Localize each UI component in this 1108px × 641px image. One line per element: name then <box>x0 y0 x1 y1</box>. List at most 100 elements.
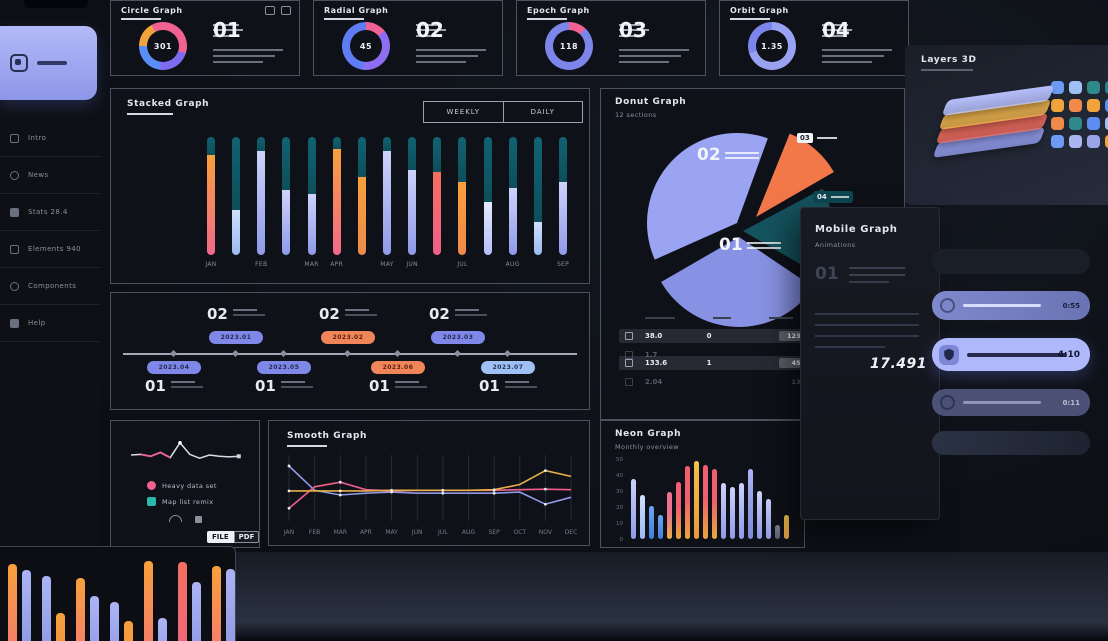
kpi-card-4: Orbit Graph 1.35 04 <box>719 0 909 76</box>
histogram-bar <box>712 469 717 539</box>
bar-top-segment <box>508 137 517 188</box>
stacked-bar <box>458 137 467 255</box>
color-dot <box>1105 135 1108 148</box>
action-row-5[interactable] <box>932 431 1090 455</box>
table-header-lines <box>645 317 805 319</box>
action-row-4[interactable]: 0:11 <box>932 389 1090 416</box>
row-text-line <box>963 304 1041 307</box>
range-toggle: WEEKLY DAILY <box>423 101 583 123</box>
timeline-axis-marker <box>279 349 288 358</box>
sidebar-item-elements[interactable]: Elements 940 <box>0 231 100 268</box>
timeline-date-pill[interactable]: 2023.03 <box>431 331 485 344</box>
bar-fill-segment <box>559 181 567 255</box>
table-cell-1: 38.0 <box>645 332 663 340</box>
export-badge[interactable]: FILE PDF <box>207 531 260 543</box>
bar-top-segment <box>383 137 391 152</box>
histogram-bar <box>748 469 753 539</box>
row-value: 4:10 <box>1057 349 1080 360</box>
line-chart-panel: Smooth Graph JAN FEB MAR APR MAY JUN JUL AUG SEP… <box>268 420 590 546</box>
paragraph-lines <box>815 304 919 348</box>
kpi-card-2: Radial Graph 45 02 <box>313 0 503 76</box>
table-row[interactable]: 133.6 1 45 <box>619 356 819 370</box>
bar-fill-segment <box>508 187 517 255</box>
sidebar-item-label: Help <box>28 319 46 327</box>
color-dot <box>1087 117 1100 130</box>
legend-item: Heavy data set <box>147 481 217 490</box>
y-axis-tick: 10 <box>616 521 623 527</box>
sidebar-item-stats[interactable]: Stats 28.4 <box>0 194 100 231</box>
bar-fill-segment <box>533 221 542 255</box>
row-progress-bar <box>967 352 1067 357</box>
timeline-date-pill[interactable]: 2023.06 <box>371 361 425 374</box>
bar-top-segment <box>307 137 316 194</box>
timeline-entry-lines <box>344 307 389 316</box>
y-axis-tick: 20 <box>616 505 623 511</box>
card-subtitle: Animations <box>815 241 856 249</box>
pie-label-02: 02 <box>697 145 721 165</box>
sidebar: Intro News Stats 28.4 Elements 940 Component… <box>0 0 100 641</box>
timeline-date-pill[interactable]: 2023.01 <box>209 331 263 344</box>
color-dot <box>1087 135 1100 148</box>
bar-top-segment <box>207 137 215 155</box>
legend-swatch <box>147 481 156 490</box>
kpi-card-1: Circle Graph 301 01 <box>110 0 300 76</box>
color-dot <box>1087 81 1100 94</box>
line-x-label: NOV <box>538 529 552 536</box>
toggle-weekly-button[interactable]: WEEKLY <box>446 108 481 116</box>
panel-subtitle: 12 sections <box>615 111 657 119</box>
bar-x-label: FEB <box>255 261 268 268</box>
camera-icon[interactable] <box>265 6 275 15</box>
sidebar-item-selected[interactable] <box>0 26 97 100</box>
toggle-daily-button[interactable]: DAILY <box>502 102 583 122</box>
bar-top-segment <box>433 137 442 173</box>
table-cell-3: 1233 <box>779 331 813 341</box>
timeline-entry-number: 01 <box>255 377 276 395</box>
legend-swatch <box>147 497 156 506</box>
sidebar-items: Intro News Stats 28.4 Elements 940 Component… <box>0 120 100 342</box>
timeline-date-pill[interactable]: 2023.04 <box>147 361 201 374</box>
sidebar-item-intro[interactable]: Intro <box>0 120 100 157</box>
timeline-date-pill[interactable]: 2023.02 <box>321 331 375 344</box>
row-text-line <box>963 401 1041 404</box>
histogram-bar <box>649 506 654 539</box>
circle-icon <box>940 395 955 410</box>
action-row-3[interactable]: 4:10 <box>932 338 1090 371</box>
color-dot <box>1105 117 1108 130</box>
timeline-date-pill[interactable]: 2023.07 <box>481 361 535 374</box>
grouped-bar <box>76 578 85 641</box>
y-axis-tick: 0 <box>619 537 624 543</box>
grid-icon[interactable] <box>281 6 291 15</box>
wave-icon <box>169 515 182 522</box>
title-underline <box>287 445 327 447</box>
bar-top-segment <box>357 137 366 178</box>
headline-value: 17.491 <box>869 356 927 372</box>
sparkline-chart <box>130 441 241 459</box>
action-row-1[interactable] <box>932 249 1090 274</box>
timeline-axis-marker <box>231 349 240 358</box>
timeline-entry-number: 02 <box>207 305 228 323</box>
action-row-2[interactable]: 0:55 <box>932 291 1090 320</box>
pie-label-04: 04 <box>813 191 853 203</box>
pie-label-03: 03 <box>797 133 813 143</box>
grouped-bar <box>110 602 119 641</box>
table-row[interactable]: 1.7 <box>619 348 819 362</box>
grouped-bar <box>22 570 31 641</box>
sidebar-item-components[interactable]: Components <box>0 268 100 305</box>
timeline-date-pill[interactable]: 2023.05 <box>257 361 311 374</box>
kpi-card-title: Circle Graph <box>121 6 183 15</box>
line-x-label: DEC <box>564 529 578 536</box>
stacked-bar-chart <box>207 137 567 255</box>
pie-slice-02 <box>647 132 768 260</box>
table-row[interactable]: 2.04 13 <box>619 375 819 389</box>
stacked-bar <box>232 137 241 255</box>
dashboard-icon <box>10 54 28 72</box>
timeline-axis-marker <box>169 349 178 358</box>
sidebar-item-news[interactable]: News <box>0 157 100 194</box>
line-x-label: OCT <box>513 529 527 536</box>
sidebar-item-help[interactable]: Help <box>0 305 100 342</box>
table-cell-3: 13 <box>791 378 801 386</box>
row-marker-icon <box>625 359 633 367</box>
pie-label-01: 01 <box>719 235 743 255</box>
stacked-bar <box>207 137 215 255</box>
table-row[interactable]: 38.0 0 1233 <box>619 329 819 343</box>
